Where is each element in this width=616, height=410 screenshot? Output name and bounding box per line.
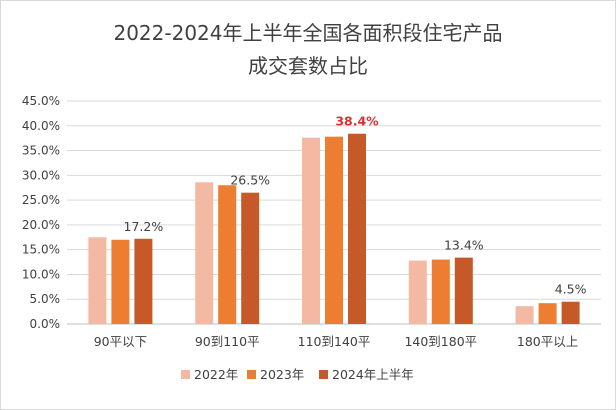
bar	[195, 182, 214, 324]
bar	[408, 260, 427, 324]
legend-label: 2024年上半年	[332, 367, 414, 382]
data-label: 13.4%	[444, 238, 484, 253]
bar	[218, 185, 237, 324]
legend-swatch	[319, 370, 328, 379]
x-category-label: 140到180平	[404, 334, 477, 349]
y-tick-label: 45.0%	[22, 94, 60, 108]
bar	[538, 303, 557, 324]
legend-label: 2022年	[194, 367, 238, 382]
y-tick-label: 35.0%	[22, 144, 60, 158]
chart-title-line-2: 成交套数占比	[248, 54, 368, 78]
x-category-label: 110到140平	[298, 334, 371, 349]
data-label: 26.5%	[230, 173, 270, 188]
bar	[561, 301, 580, 324]
chart-title-line-1: 2022-2024年上半年全国各面积段住宅产品	[113, 21, 502, 45]
y-tick-label: 40.0%	[22, 119, 60, 133]
data-label: 38.4%	[335, 114, 379, 129]
y-tick-label: 15.0%	[22, 243, 60, 257]
legend-label: 2023年	[260, 367, 304, 382]
chart-title: 2022-2024年上半年全国各面积段住宅产品 成交套数占比	[113, 21, 502, 78]
x-category-label: 180平以上	[517, 334, 578, 349]
bar	[325, 136, 343, 324]
x-category-label: 90平以下	[94, 334, 147, 349]
data-label: 17.2%	[124, 219, 164, 234]
y-tick-label: 25.0%	[22, 193, 60, 207]
x-axis-categories: 90平以下 90到110平 110到140平 140到180平 180平以上	[94, 334, 579, 349]
bar	[88, 237, 107, 324]
bar	[111, 239, 130, 324]
bar	[134, 238, 153, 324]
y-tick-label: 20.0%	[22, 218, 60, 232]
y-tick-label: 5.0%	[30, 292, 61, 306]
y-tick-label: 10.0%	[22, 267, 60, 281]
y-tick-label: 0.0%	[30, 317, 61, 331]
bar	[241, 192, 260, 324]
y-axis-ticks: 0.0% 5.0% 10.0% 15.0% 20.0% 25.0% 30.0% 35.0% 40…	[22, 94, 60, 331]
data-label: 4.5%	[555, 282, 587, 297]
x-category-label: 90到110平	[195, 334, 260, 349]
bar	[348, 133, 366, 324]
y-tick-label: 30.0%	[22, 168, 60, 182]
data-labels: 17.2% 26.5% 38.4% 13.4% 4.5%	[124, 114, 587, 297]
legend: 2022年 2023年 2024年上半年	[181, 367, 414, 382]
bar	[431, 259, 450, 324]
bar	[302, 137, 320, 324]
bar	[454, 257, 473, 324]
bar	[515, 306, 534, 324]
bars	[88, 133, 580, 324]
legend-swatch	[181, 370, 190, 379]
legend-swatch	[247, 370, 256, 379]
